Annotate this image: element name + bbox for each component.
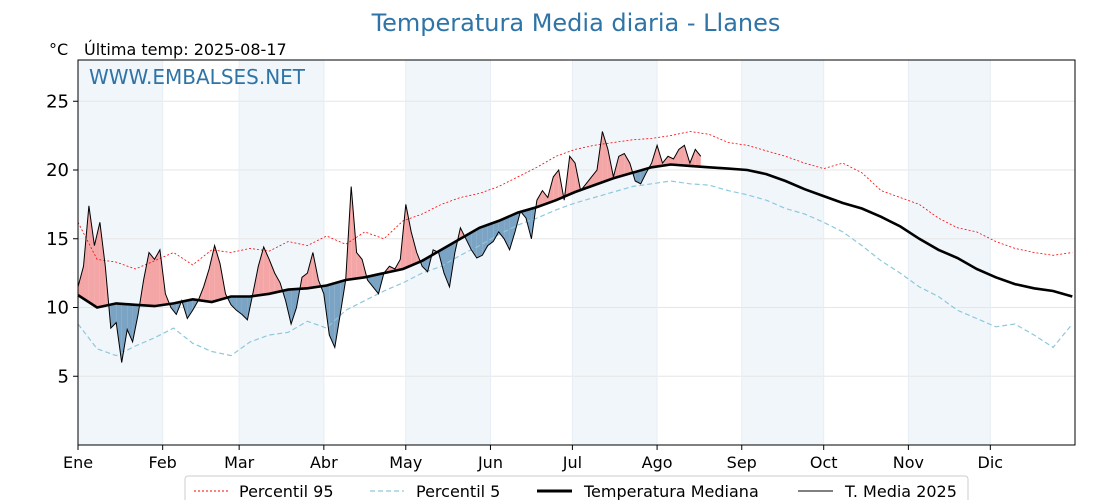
x-tick-label: Oct	[810, 453, 838, 472]
anomaly-fill	[510, 214, 515, 250]
x-tick-label: Nov	[893, 453, 924, 472]
y-axis-ticks: 5 10 15 20 25	[46, 91, 78, 387]
watermark: WWW.EMBALSES.NET	[89, 65, 306, 89]
anomaly-fill	[187, 299, 192, 318]
y-tick-label: 25	[46, 91, 69, 112]
legend-label-p95: Percentil 95	[239, 482, 334, 500]
anomaly-fill	[695, 149, 701, 166]
y-tick-label: 20	[46, 160, 69, 181]
month-band	[572, 60, 657, 445]
x-axis-ticks: Ene Feb Mar Abr May Jun Jul Ago Sep Oct Nov Dic	[63, 445, 1003, 472]
month-band	[742, 60, 824, 445]
y-tick-label: 5	[58, 366, 69, 387]
month-band	[239, 60, 324, 445]
legend: Percentil 95 Percentil 5 Temperatura Med…	[185, 476, 968, 500]
anomaly-fill	[335, 282, 340, 348]
anomaly-fill	[209, 246, 215, 302]
x-tick-label: Mar	[224, 453, 255, 472]
unit-label: °C	[49, 40, 68, 59]
x-tick-label: Abr	[310, 453, 338, 472]
legend-label-median: Temperatura Mediana	[583, 482, 759, 500]
anomaly-fill	[477, 227, 483, 258]
legend-label-p5: Percentil 5	[416, 482, 500, 500]
chart-title: Temperatura Media diaria - Llanes	[371, 9, 781, 37]
x-tick-label: May	[389, 453, 422, 472]
x-tick-label: Sep	[727, 453, 757, 472]
anomaly-fill	[553, 170, 558, 201]
y-tick-label: 15	[46, 229, 69, 250]
x-tick-label: Dic	[978, 453, 1004, 472]
anomaly-fill	[619, 154, 625, 177]
last-temp-label: Última temp: 2025-08-17	[84, 40, 287, 59]
anomaly-fill	[236, 297, 242, 315]
x-tick-label: Feb	[149, 453, 177, 472]
x-tick-label: Ago	[642, 453, 673, 472]
x-tick-label: Jul	[562, 453, 582, 472]
month-band	[908, 60, 990, 445]
anomaly-fill	[149, 253, 155, 307]
legend-label-current: T. Media 2025	[844, 482, 957, 500]
x-tick-label: Ene	[63, 453, 93, 472]
x-tick-label: Jun	[477, 453, 503, 472]
y-tick-label: 10	[46, 298, 69, 319]
